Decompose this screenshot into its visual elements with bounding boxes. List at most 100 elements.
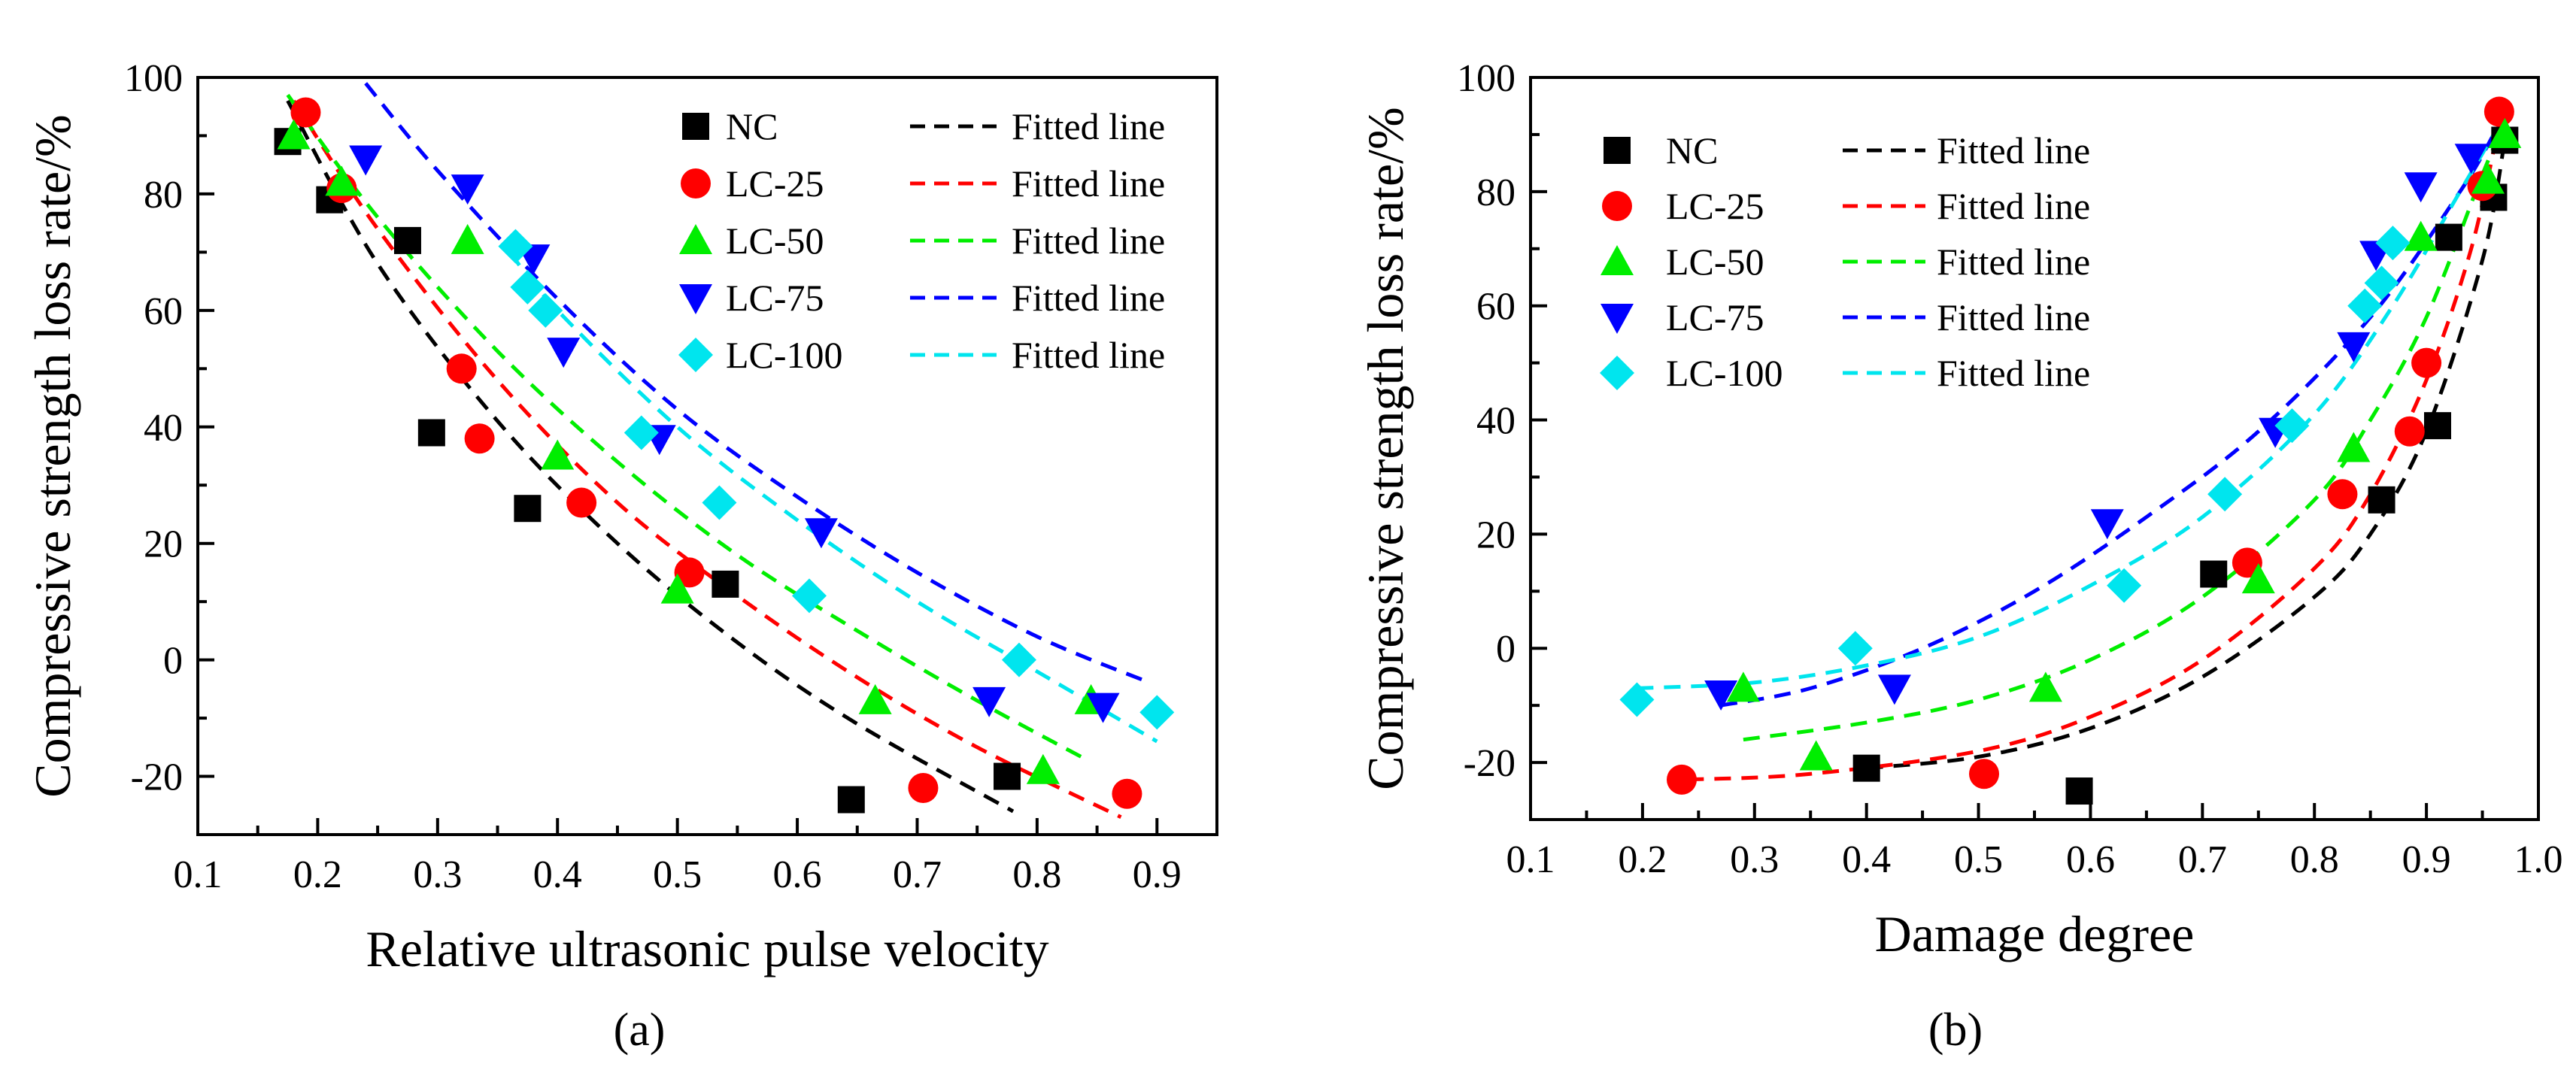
point-lc-50: [2241, 563, 2275, 594]
point-lc-100: [702, 485, 737, 520]
fit-line-lc-50: [286, 93, 1086, 761]
x-tick-label: 0.3: [413, 853, 462, 896]
y-tick-label: 100: [124, 57, 183, 100]
x-tick-label: 0.7: [2178, 838, 2227, 881]
legend-fit-label: Fitted line: [1012, 334, 1165, 376]
point-lc-25: [2327, 479, 2358, 510]
point-lc-25: [290, 97, 321, 128]
x-tick-label: 0.5: [653, 853, 702, 896]
y-tick-label: 40: [1476, 400, 1516, 443]
y-tick-label: 60: [1476, 286, 1516, 329]
y-tick-label: 60: [144, 290, 183, 333]
x-tick-label: 0.6: [773, 853, 822, 896]
y-tick-label: 40: [144, 407, 183, 450]
point-lc-75: [2337, 332, 2371, 362]
point-lc-25: [2483, 96, 2514, 127]
point-lc-75: [547, 338, 581, 368]
point-lc-50: [2471, 163, 2505, 194]
panel-label: (a): [614, 1005, 666, 1056]
y-axis-title: Compressive strength loss rate/%: [1357, 107, 1414, 789]
point-lc-75: [1704, 680, 1738, 711]
fit-line-lc-25: [1687, 123, 2502, 782]
point-nc: [2435, 223, 2462, 251]
y-tick-label: 80: [144, 174, 183, 217]
x-tick-label: 0.4: [1842, 838, 1891, 881]
legend-series-label: LC-25: [1666, 185, 1764, 227]
legend-marker-lc-100: [678, 338, 713, 372]
y-tick-label: -20: [1464, 742, 1516, 785]
legend-series-label: LC-50: [726, 220, 824, 262]
point-lc-100: [1619, 682, 1655, 717]
fit-line-lc-100: [508, 250, 1158, 744]
legend-fit-label: Fitted line: [1012, 105, 1165, 147]
point-lc-25: [2394, 416, 2425, 447]
panel-a: 0.1 0.2 0.3 0.4 0.5 0.6 0.7 0.8 0.9 -20 0 20 40 60 80 1…: [24, 57, 1218, 1056]
x-tick-label: 0.7: [893, 853, 942, 896]
point-lc-100: [2347, 288, 2383, 323]
y-tick-label: 0: [1496, 628, 1516, 671]
point-nc: [514, 495, 542, 523]
point-lc-50: [1026, 753, 1060, 784]
point-lc-100: [792, 578, 827, 614]
point-lc-75: [804, 518, 838, 549]
legend-fit-label: Fitted line: [1937, 129, 2090, 171]
point-nc: [712, 570, 739, 598]
point-lc-75: [349, 145, 383, 176]
x-axis-title: Damage degree: [1875, 905, 2195, 962]
point-lc-25: [674, 557, 705, 588]
point-lc-100: [1139, 695, 1175, 730]
legend-marker-lc-25: [1602, 191, 1632, 221]
fit-line-lc-100: [1637, 133, 2496, 690]
point-lc-100: [2274, 408, 2310, 444]
y-tick-label: 80: [1476, 171, 1516, 214]
point-lc-50: [1799, 740, 1833, 771]
point-lc-50: [2404, 220, 2438, 251]
x-tick-label: 0.6: [2066, 838, 2115, 881]
x-tick-label: 0.2: [1618, 838, 1667, 881]
point-lc-25: [1112, 778, 1142, 809]
x-tick-label: 0.1: [174, 853, 223, 896]
point-lc-50: [2337, 432, 2371, 462]
y-tick-label: 100: [1457, 57, 1516, 100]
point-lc-75: [2404, 172, 2438, 203]
point-lc-50: [277, 119, 311, 150]
legend-marker-nc: [1604, 137, 1631, 164]
point-nc: [837, 786, 865, 814]
x-tick-label: 0.9: [2402, 838, 2451, 881]
fit-line-lc-25: [292, 99, 1122, 820]
point-lc-100: [2207, 477, 2243, 512]
point-lc-50: [2488, 117, 2522, 148]
y-axis-title: Compressive strength loss rate/%: [24, 114, 81, 797]
point-lc-100: [2364, 265, 2399, 301]
x-tick-label: 0.9: [1133, 853, 1182, 896]
legend-marker-lc-75: [1601, 304, 1634, 334]
legend-series-label: LC-100: [1666, 352, 1783, 394]
legend-series-label: LC-50: [1666, 241, 1764, 283]
point-nc: [417, 419, 445, 447]
point-lc-50: [541, 439, 575, 470]
point-nc: [2424, 412, 2451, 440]
panel-b: 0.1 0.2 0.3 0.4 0.5 0.6 0.7 0.8 0.9 1.0 -20 0 20 40 60…: [1357, 57, 2563, 1056]
point-nc: [1852, 754, 1880, 782]
point-lc-25: [908, 773, 939, 804]
point-lc-25: [1969, 759, 1999, 789]
x-tick-label: 0.8: [2290, 838, 2339, 881]
point-lc-75: [1086, 692, 1120, 723]
point-lc-50: [660, 573, 694, 604]
legend-marker-nc: [682, 113, 709, 140]
point-nc: [2368, 486, 2395, 514]
x-tick-label: 0.2: [293, 853, 342, 896]
point-nc: [2200, 560, 2228, 588]
point-lc-75: [2454, 144, 2488, 174]
y-tick-label: 0: [163, 640, 183, 683]
legend-fit-label: Fitted line: [1937, 296, 2090, 338]
point-lc-50: [2028, 671, 2062, 702]
point-lc-75: [451, 174, 484, 205]
legend-fit-label: Fitted line: [1012, 277, 1165, 319]
legend-series-label: LC-75: [1666, 296, 1764, 338]
x-tick-label: 0.8: [1012, 853, 1061, 896]
point-lc-50: [451, 223, 484, 254]
fit-line-lc-75: [1720, 133, 2496, 708]
